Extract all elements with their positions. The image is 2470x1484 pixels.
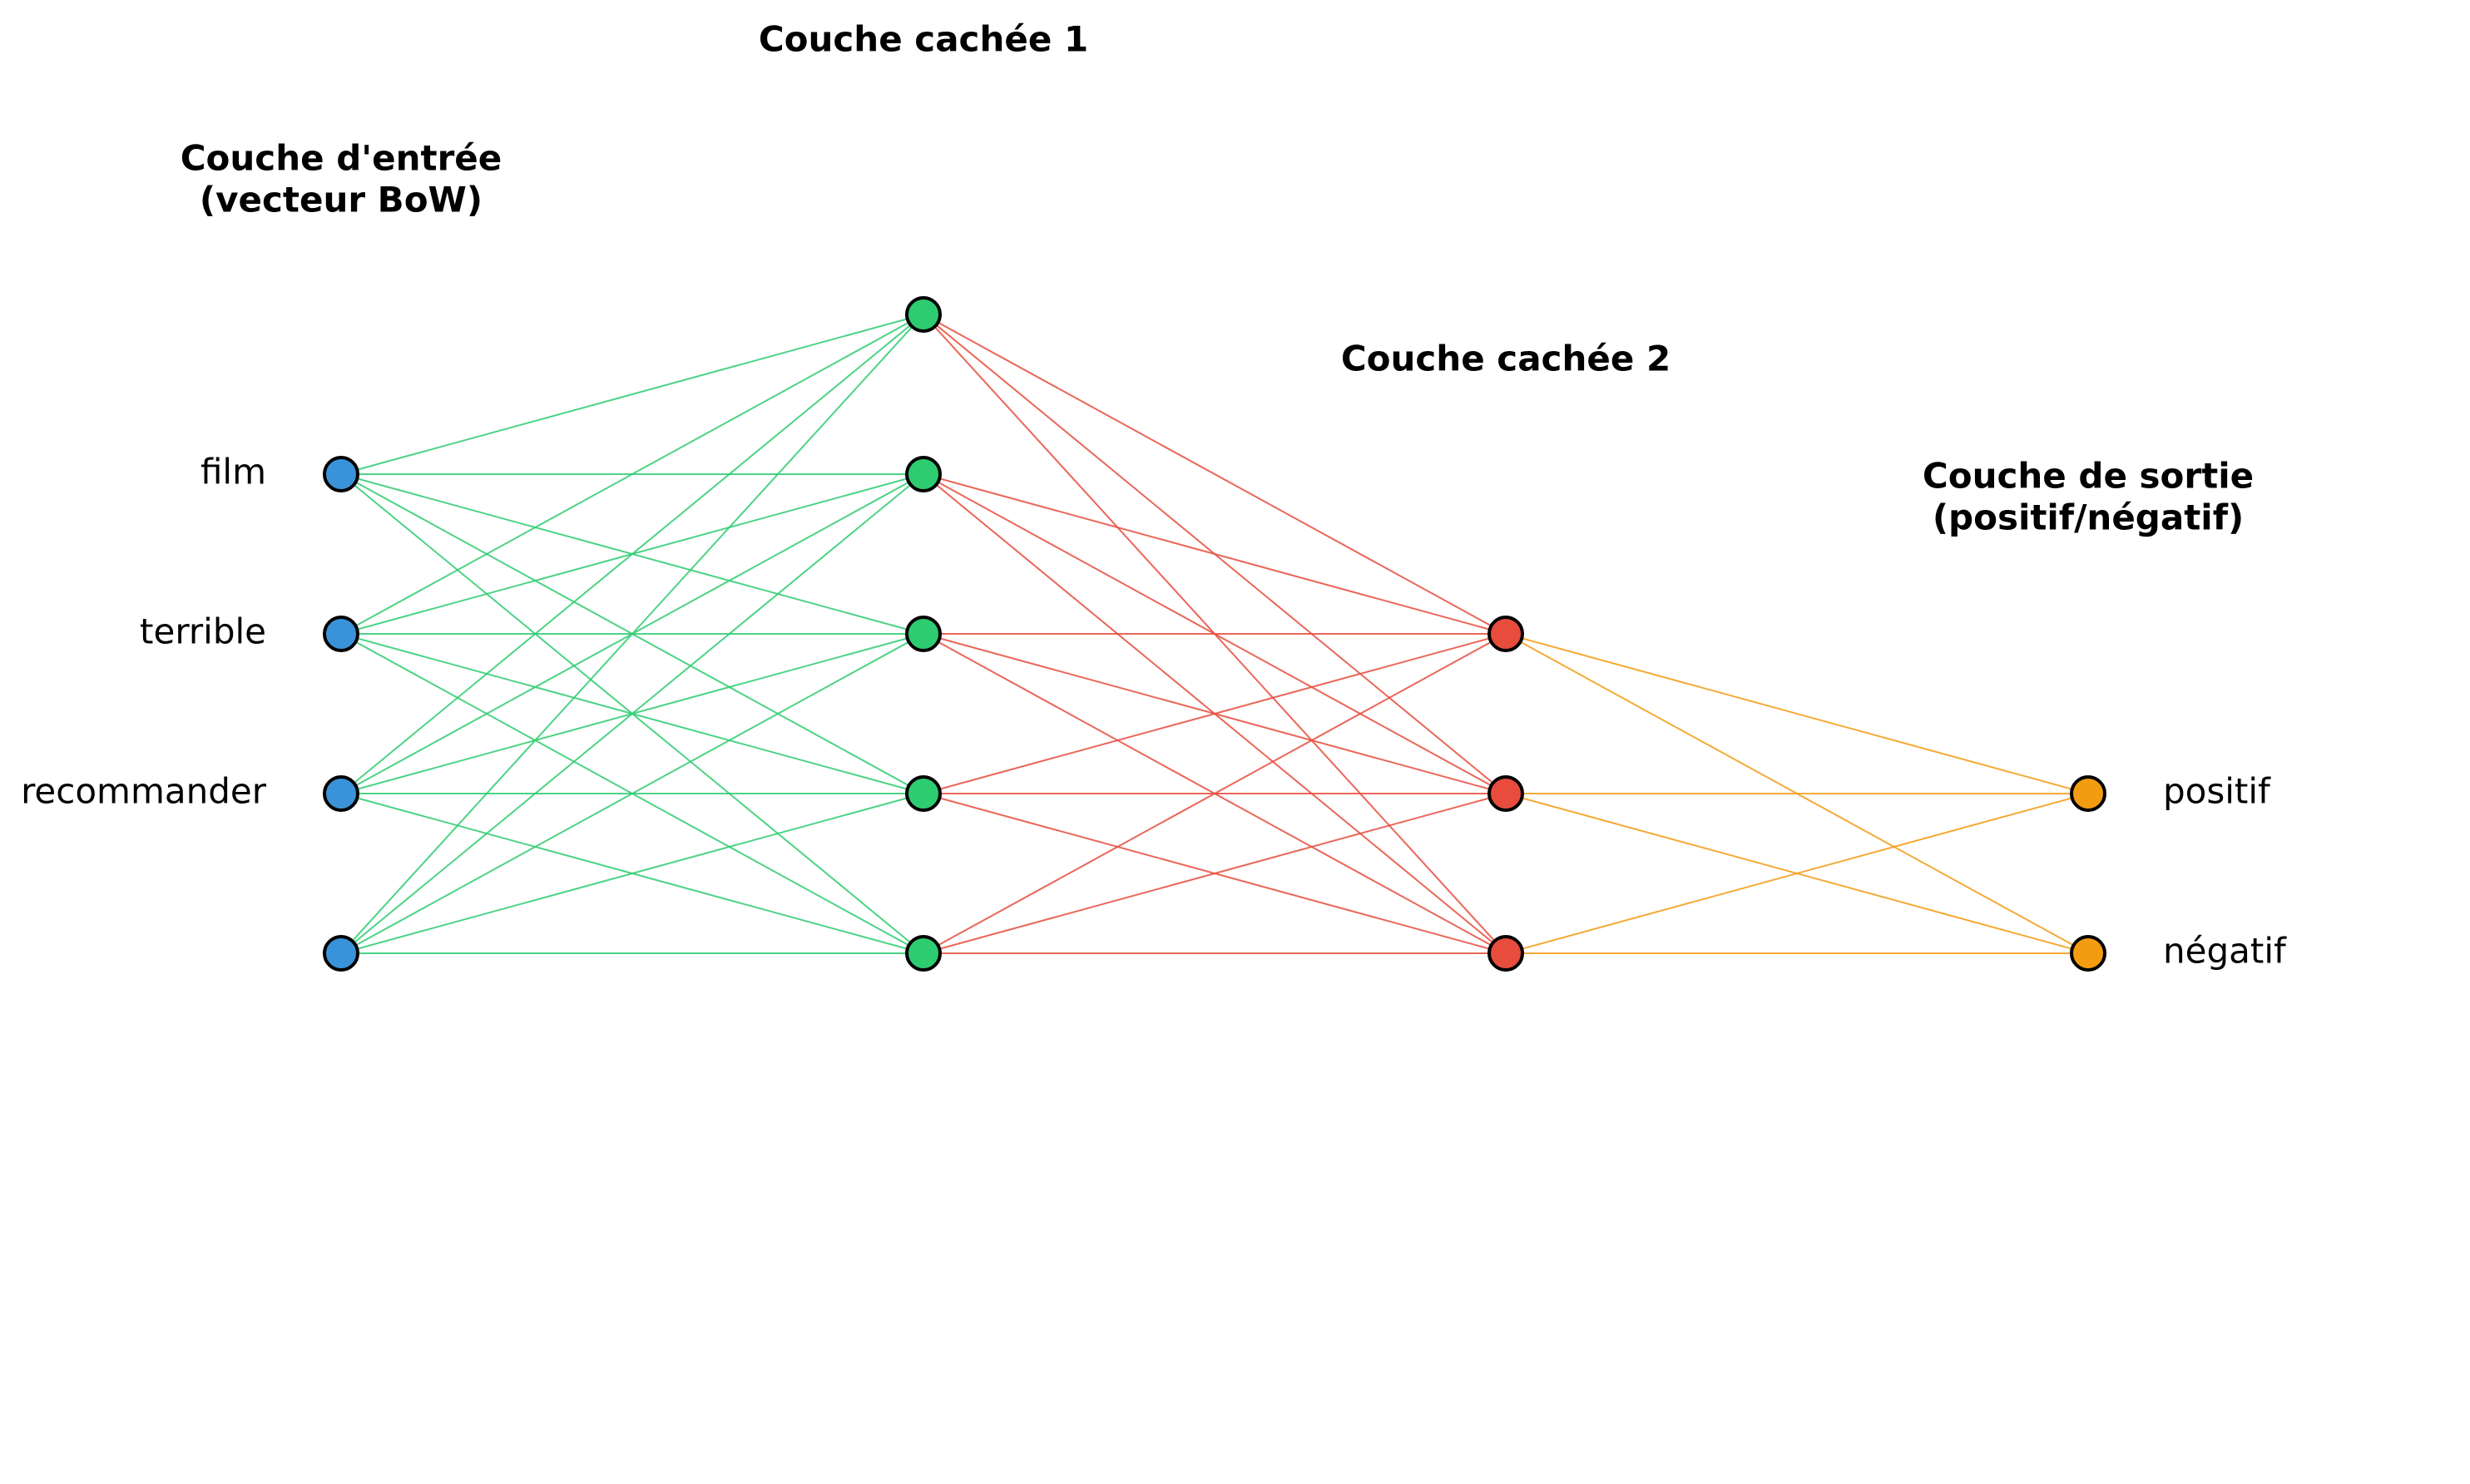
- input-neuron-label-0: film: [200, 452, 266, 492]
- hidden1-neuron-3: [905, 775, 942, 812]
- connection-hidden2-0-to-output-0: [1505, 633, 2089, 794]
- connection-hidden1-3-to-hidden2-0: [923, 633, 1507, 794]
- connection-hidden1-4-to-hidden2-0: [923, 633, 1507, 954]
- input-neuron-1: [323, 616, 359, 652]
- hidden1-neuron-2: [905, 616, 942, 652]
- layer-titles: Couche d'entrée(vecteur BoW) Couche caché…: [181, 19, 2254, 538]
- hidden1-neuron-0: [905, 296, 942, 333]
- output-layer-title-line-1: (positif/négatif): [1933, 497, 2244, 538]
- output-neuron-label-1: négatif: [2163, 931, 2287, 972]
- input-neuron-3: [323, 935, 359, 972]
- connection-input-3-to-hidden1-0: [340, 314, 924, 954]
- connection-input-3-to-hidden1-3: [340, 793, 924, 954]
- connections: [340, 314, 2089, 954]
- connection-input-1-to-hidden1-0: [340, 314, 924, 635]
- output-neuron-0: [2070, 775, 2106, 812]
- hidden2-neuron-2: [1487, 935, 1524, 972]
- neuron-labels: film terrible recommander positif négatif: [21, 452, 2287, 972]
- connection-input-0-to-hidden1-0: [340, 314, 924, 475]
- hidden2-neuron-1: [1487, 775, 1524, 812]
- input-neuron-label-1: terrible: [140, 611, 266, 652]
- output-neuron-1: [2070, 935, 2106, 972]
- hidden1-layer-title-line-0: Couche cachée 1: [759, 19, 1088, 60]
- connection-input-3-to-hidden1-2: [340, 633, 924, 954]
- hidden1-neuron-4: [905, 935, 942, 972]
- connection-hidden1-0-to-hidden2-0: [923, 314, 1507, 635]
- connection-input-3-to-hidden1-1: [340, 473, 924, 954]
- input-layer-title-line-0: Couche d'entrée: [181, 138, 502, 179]
- connection-hidden2-2-to-output-0: [1505, 793, 2089, 954]
- input-neuron-label-2: recommander: [21, 771, 267, 812]
- connection-hidden1-4-to-hidden2-1: [923, 793, 1507, 954]
- hidden1-neuron-1: [905, 456, 942, 492]
- connection-input-2-to-hidden1-0: [340, 314, 924, 794]
- connection-hidden1-1-to-hidden2-0: [923, 473, 1507, 635]
- output-layer-title-line-0: Couche de sortie: [1923, 456, 2254, 497]
- input-neuron-0: [323, 456, 359, 492]
- input-layer-title-line-1: (vecteur BoW): [200, 180, 483, 220]
- input-neuron-2: [323, 775, 359, 812]
- hidden2-neuron-0: [1487, 616, 1524, 652]
- neurons: [323, 296, 2106, 972]
- hidden2-layer-title-line-0: Couche cachée 2: [1341, 339, 1671, 379]
- output-neuron-label-0: positif: [2163, 771, 2271, 812]
